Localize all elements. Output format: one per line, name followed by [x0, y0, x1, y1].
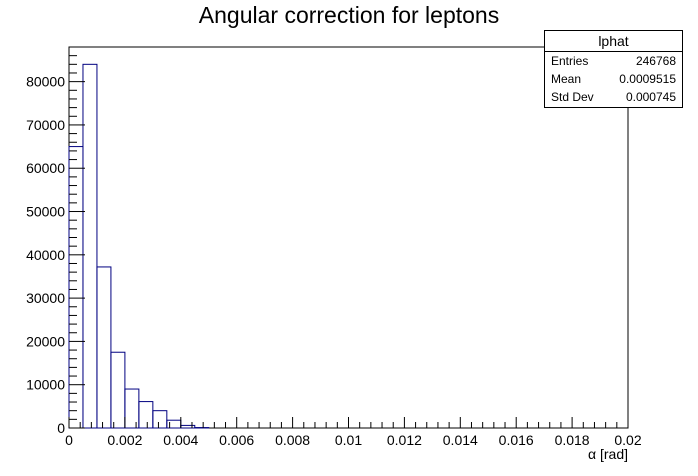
x-tick-label: 0.012	[387, 432, 422, 448]
stats-row-stddev: Std Dev 0.000745	[545, 88, 682, 106]
y-tick-label: 40000	[26, 247, 65, 263]
x-tick-label: 0.014	[443, 432, 478, 448]
histogram-bin	[110, 351, 126, 429]
stats-stddev-value: 0.000745	[625, 90, 676, 104]
x-tick-label: 0.006	[219, 432, 254, 448]
x-tick-label: 0.008	[275, 432, 310, 448]
x-tick-label: 0.002	[107, 432, 142, 448]
stats-entries-label: Entries	[551, 54, 589, 68]
y-tick-label: 50000	[26, 204, 65, 220]
stats-box: lphat Entries 246768 Mean 0.0009515 Std …	[544, 30, 683, 108]
histogram-bin	[68, 146, 84, 429]
x-tick-label: 0.018	[555, 432, 590, 448]
stats-mean-value: 0.0009515	[619, 72, 676, 86]
histogram-bin	[124, 388, 140, 429]
x-tick-label: 0	[65, 432, 73, 448]
stats-entries-value: 246768	[635, 54, 676, 68]
stats-stddev-label: Std Dev	[551, 90, 594, 104]
y-tick-label: 80000	[26, 74, 65, 90]
stats-mean-label: Mean	[551, 72, 582, 86]
x-tick-label: 0.016	[499, 432, 534, 448]
y-tick-label: 30000	[26, 290, 65, 306]
stats-row-mean: Mean 0.0009515	[545, 70, 682, 88]
histogram-bin	[152, 410, 168, 429]
histogram-bin	[138, 401, 154, 429]
y-tick-label: 10000	[26, 377, 65, 393]
x-axis-label: α [rad]	[588, 446, 628, 462]
histogram-bin	[180, 424, 196, 429]
histogram-bin	[166, 419, 182, 429]
x-tick-label: 0.02	[614, 432, 641, 448]
x-tick-label: 0.01	[335, 432, 362, 448]
histogram-bin	[82, 63, 98, 429]
stats-title: lphat	[545, 31, 682, 52]
y-tick-label: 70000	[26, 117, 65, 133]
histogram-bin	[96, 266, 112, 429]
x-tick-label: 0.004	[163, 432, 198, 448]
stats-row-entries: Entries 246768	[545, 52, 682, 70]
chart-title: Angular correction for leptons	[198, 2, 500, 28]
y-tick-label: 60000	[26, 160, 65, 176]
y-tick-label: 0	[57, 420, 65, 436]
y-tick-label: 20000	[26, 333, 65, 349]
